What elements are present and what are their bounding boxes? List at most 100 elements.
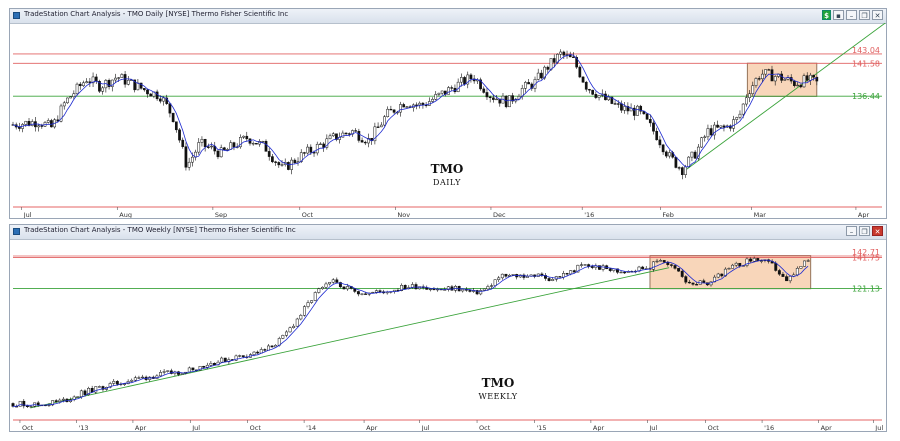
candle-body xyxy=(141,376,144,379)
candle-body xyxy=(46,120,50,123)
candle-body xyxy=(302,306,306,316)
x-tick-label: Jul xyxy=(23,211,32,218)
candle-body xyxy=(619,271,623,274)
options-icon[interactable]: ▪ xyxy=(833,10,844,20)
candle-body xyxy=(376,126,380,128)
candle-body xyxy=(540,72,543,79)
daily-titlebar: TradeStation Chart Analysis - TMO Daily … xyxy=(10,9,886,24)
daily-chart: 143.04 141.58 136.44 Jul Aug Sep Oct Nov Dec '16 F… xyxy=(11,23,886,218)
candle-body xyxy=(347,133,351,135)
candle-body xyxy=(492,97,495,100)
x-tick-label: Mar xyxy=(754,211,767,218)
restore-icon[interactable]: ❐ xyxy=(859,10,870,20)
candle-body xyxy=(335,279,339,283)
candle-body xyxy=(373,126,377,142)
candle-body xyxy=(378,290,382,292)
minimize-icon[interactable]: – xyxy=(846,226,857,236)
period-label: DAILY xyxy=(433,178,461,187)
candle-body xyxy=(40,125,44,127)
restore-icon[interactable]: ❐ xyxy=(859,226,870,236)
candle-body xyxy=(580,264,583,266)
candle-body xyxy=(805,75,809,81)
close-icon[interactable]: ✕ xyxy=(872,226,883,236)
candle-body xyxy=(158,98,162,102)
candle-body xyxy=(263,349,267,351)
level-label: 136.44 xyxy=(852,92,880,101)
candle-body xyxy=(331,133,335,137)
candle-body xyxy=(508,95,511,108)
candle-body xyxy=(130,379,134,382)
candle-body xyxy=(284,331,288,336)
candle-body xyxy=(572,56,575,58)
candle-body xyxy=(727,268,731,270)
symbol-label: TMO xyxy=(482,376,515,390)
candle-body xyxy=(687,281,691,284)
candle-body xyxy=(306,302,310,307)
candle-body xyxy=(200,138,204,143)
candle-body xyxy=(486,286,490,290)
close-icon[interactable]: ✕ xyxy=(872,10,883,20)
candle-body xyxy=(400,285,404,292)
candle-body xyxy=(591,89,595,95)
candle-body xyxy=(799,84,803,88)
candle-body xyxy=(133,79,137,91)
candle-body xyxy=(174,121,178,131)
candle-body xyxy=(133,377,137,381)
dollar-icon[interactable]: $ xyxy=(822,10,831,20)
candle-body xyxy=(76,396,80,398)
candle-body xyxy=(759,260,763,262)
candle-body xyxy=(547,278,551,281)
x-tick-label: Dec xyxy=(493,211,506,218)
candle-body xyxy=(687,156,691,168)
candle-body xyxy=(677,268,681,272)
candle-body xyxy=(11,403,15,407)
candle-body xyxy=(319,143,322,145)
candle-body xyxy=(639,105,643,112)
candle-body xyxy=(220,357,224,363)
candle-body xyxy=(781,273,785,277)
candle-body xyxy=(295,318,299,327)
candle-body xyxy=(25,405,29,408)
candle-body xyxy=(288,327,292,333)
candle-body xyxy=(360,140,364,143)
candle-body xyxy=(588,89,591,91)
candle-body xyxy=(320,286,324,290)
candle-body xyxy=(446,286,450,290)
candle-body xyxy=(299,315,303,320)
candle-body xyxy=(732,119,735,129)
candle-body xyxy=(524,82,527,89)
candle-body xyxy=(488,96,492,99)
candle-body xyxy=(569,270,573,275)
candle-body xyxy=(30,121,34,126)
candle-body xyxy=(223,147,226,150)
candle-body xyxy=(428,288,432,291)
candle-body xyxy=(24,121,28,125)
candle-body xyxy=(572,270,576,273)
candle-body xyxy=(623,106,627,111)
candle-body xyxy=(107,79,111,87)
candle-body xyxy=(559,51,562,55)
candle-body xyxy=(88,81,92,84)
candle-body xyxy=(207,146,210,148)
candle-body xyxy=(310,300,314,303)
candle-body xyxy=(734,262,738,266)
candle-body xyxy=(418,286,422,290)
candle-body xyxy=(610,96,614,104)
candle-body xyxy=(142,88,146,91)
minimize-icon[interactable]: – xyxy=(846,10,857,20)
candle-body xyxy=(66,97,69,104)
candle-body xyxy=(97,386,101,388)
candle-body xyxy=(661,144,665,153)
candle-body xyxy=(526,276,529,278)
candle-body xyxy=(79,390,83,397)
candle-body xyxy=(354,130,358,132)
candle-body xyxy=(668,152,671,157)
candle-body xyxy=(674,156,678,168)
candle-body xyxy=(252,351,256,355)
candle-body xyxy=(680,270,684,277)
level-label: 142.71 xyxy=(852,248,880,257)
candle-body xyxy=(664,151,668,157)
candle-body xyxy=(90,388,94,393)
candle-body xyxy=(546,66,550,70)
